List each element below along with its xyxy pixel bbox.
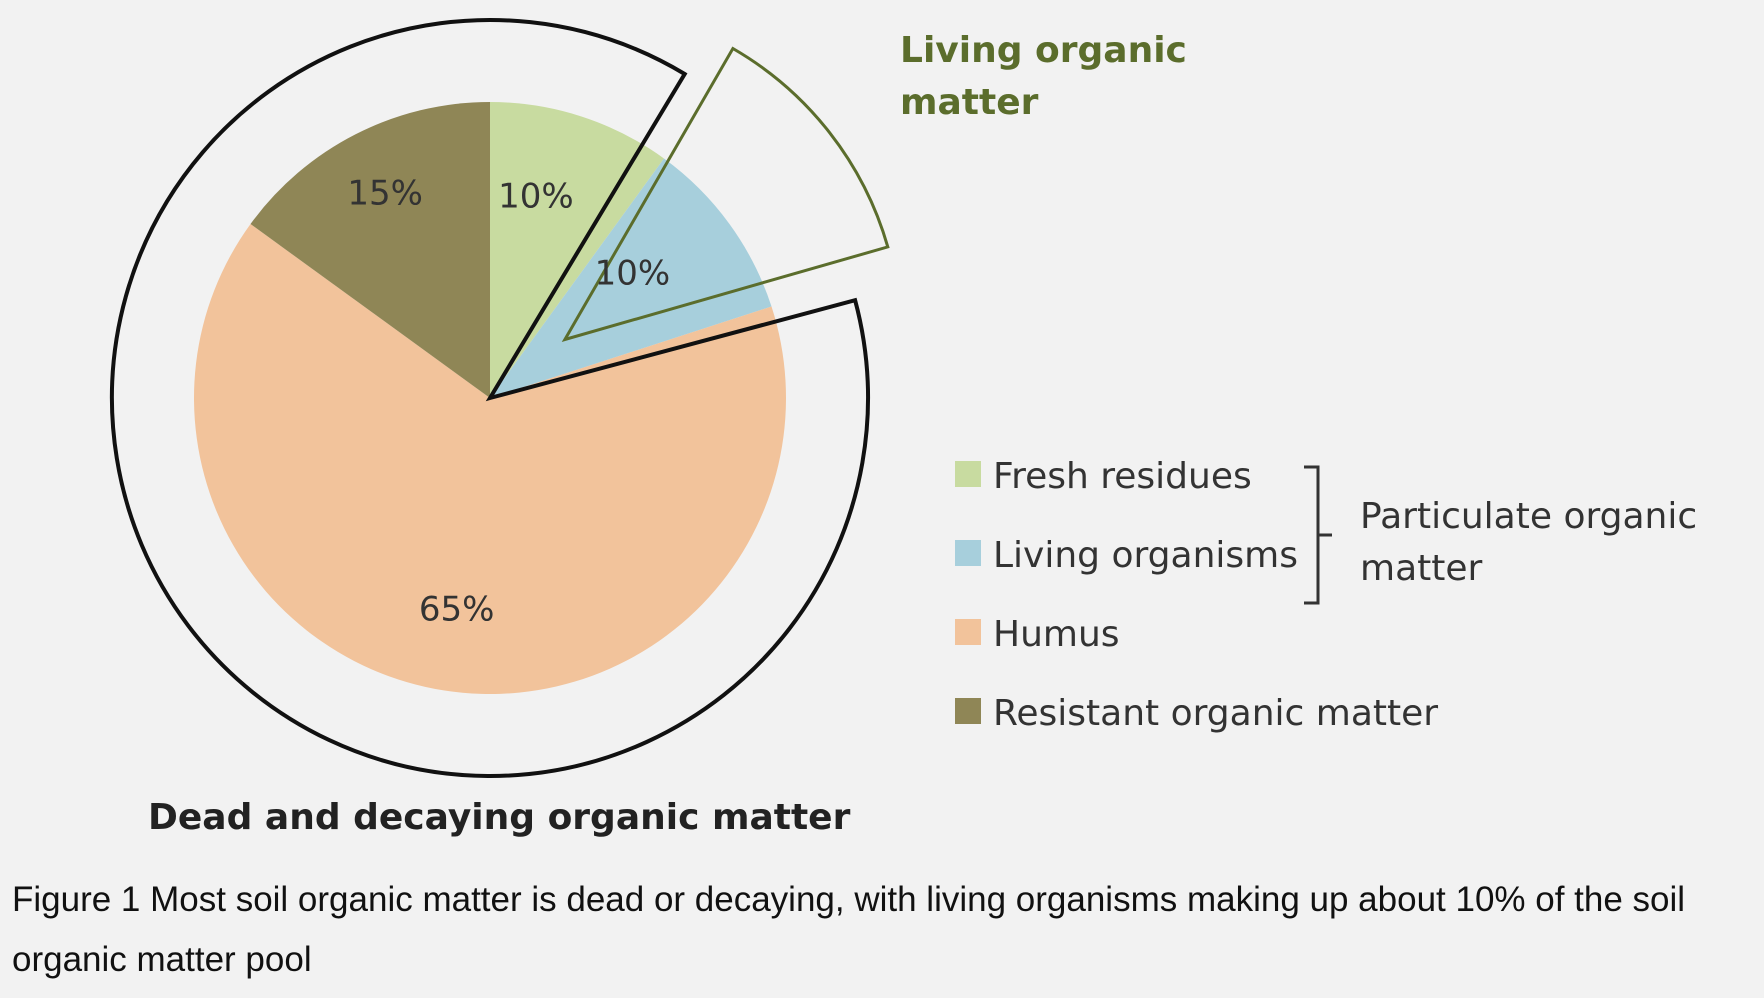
- legend-swatch-humus: [955, 619, 981, 645]
- legend: Fresh residues Living organisms Humus Resis…: [955, 456, 1438, 734]
- slice-label-fresh-residues: 10%: [498, 176, 574, 216]
- dead-matter-outline: [110, 18, 870, 778]
- slice-label-living-organisms: 10%: [595, 254, 671, 294]
- living-matter-title-line1: Living organic: [900, 30, 1187, 71]
- figure-caption: Figure 1 Most soil organic matter is dea…: [12, 880, 1686, 979]
- slice-label-humus: 65%: [419, 590, 495, 630]
- legend-swatch-living-organisms: [955, 540, 981, 566]
- living-matter-outline: [561, 46, 890, 342]
- pie-chart: 10% 10% 65% 15% Living organic matter Dead …: [110, 18, 1697, 838]
- legend-label-resistant-organic-matter: Resistant organic matter: [993, 693, 1438, 734]
- legend-bracket: [1304, 465, 1332, 605]
- bracket-label-line1: Particulate organic: [1360, 496, 1697, 537]
- slice-labels: 10% 10% 65% 15%: [347, 173, 670, 629]
- legend-swatch-fresh-residues: [955, 461, 981, 487]
- legend-swatch-resistant-organic-matter: [955, 698, 981, 724]
- slice-label-resistant-organic-matter: 15%: [347, 173, 423, 213]
- slice-living-organisms: [490, 158, 772, 398]
- slice-resistant-organic-matter: [250, 102, 490, 398]
- legend-label-fresh-residues: Fresh residues: [993, 456, 1252, 497]
- legend-label-living-organisms: Living organisms: [993, 535, 1298, 576]
- living-matter-title-line2: matter: [900, 82, 1039, 123]
- dead-matter-title: Dead and decaying organic matter: [148, 797, 851, 838]
- legend-label-humus: Humus: [993, 614, 1120, 655]
- slice-humus: [193, 224, 786, 695]
- bracket-label-line2: matter: [1360, 548, 1483, 589]
